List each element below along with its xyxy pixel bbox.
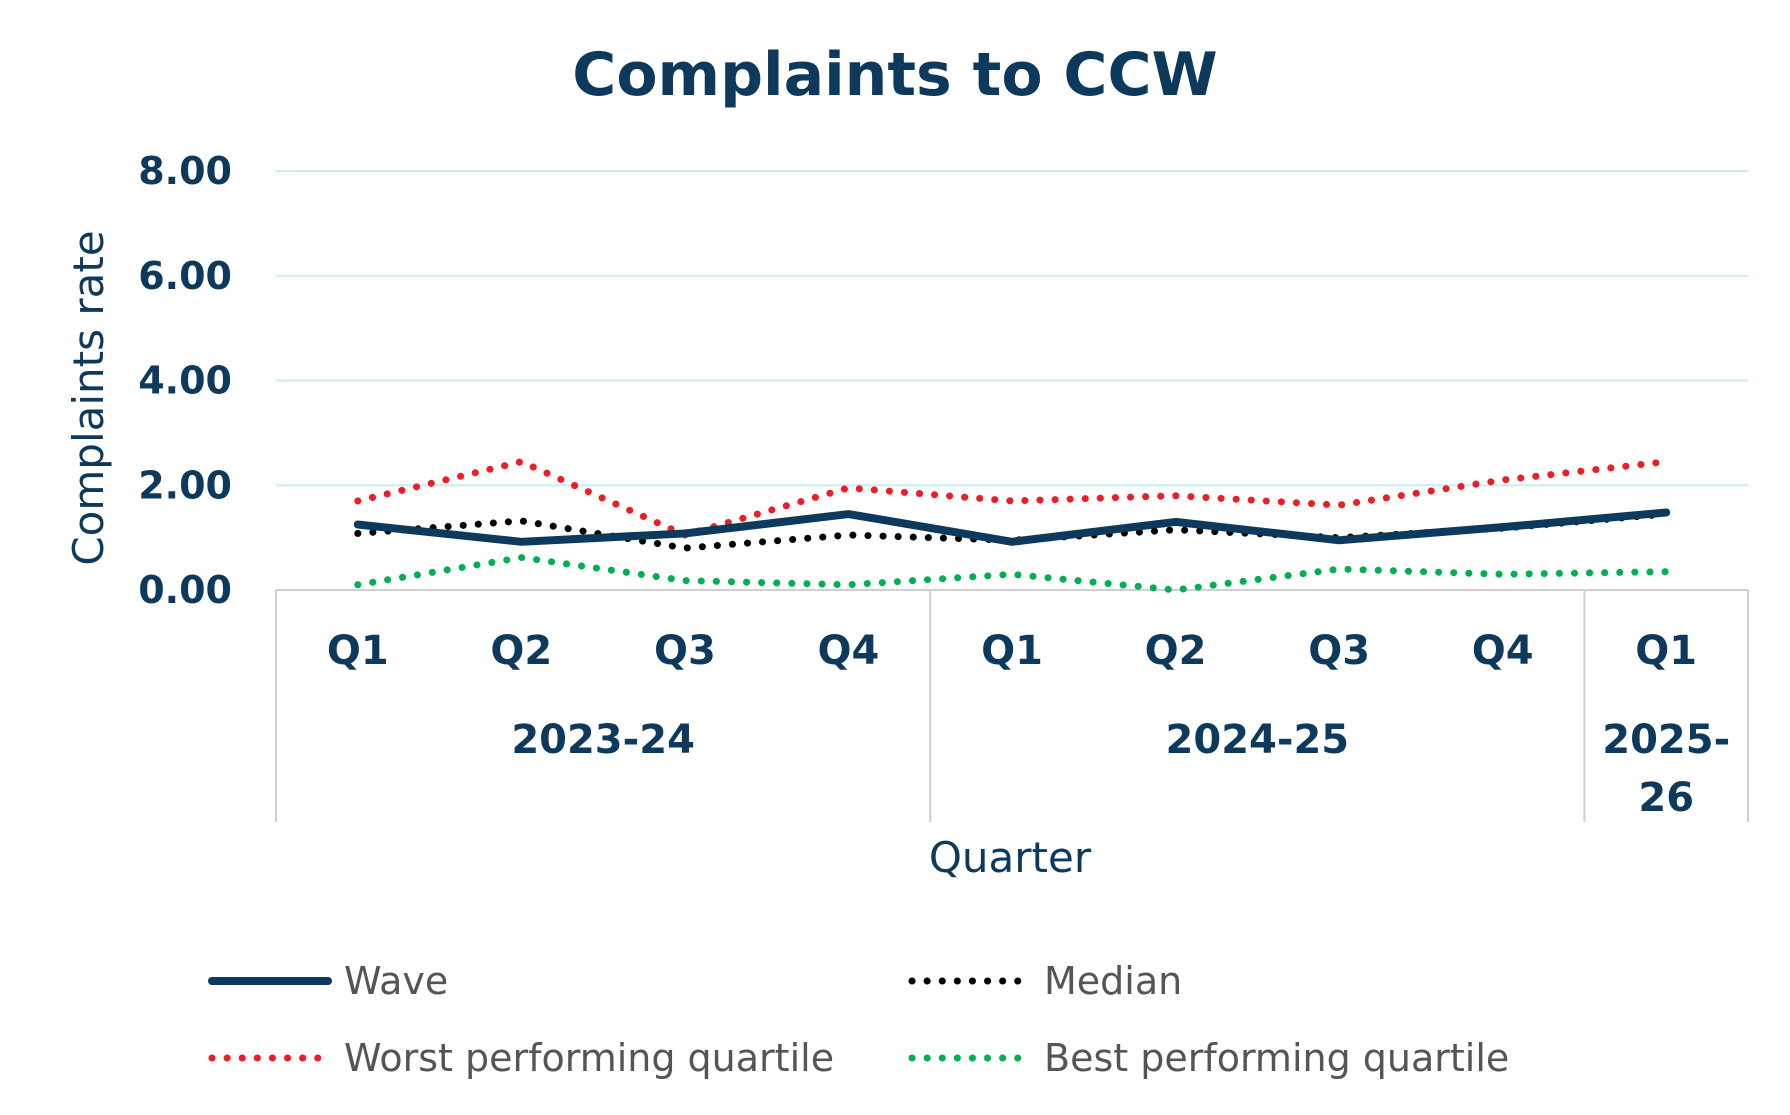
x-tick-label: Q1 [1635,628,1697,674]
x-tick-label: Q4 [818,628,880,674]
x-axis: Q1 Q2 Q3 Q4 Q1 Q2 Q3 Q4 Q1 2023-24 2024-25 2025-26 [275,589,1749,822]
group-label: 2023-24 [511,717,695,763]
y-tick-label: 4.00 [138,359,232,403]
y-tick-label: 8.00 [138,149,232,193]
gridlines [276,170,1748,487]
x-tick-label: Q4 [1472,628,1534,674]
group-label: 2024-25 [1166,717,1350,763]
y-tick-label: 6.00 [138,254,232,298]
x-tick-label: Q2 [490,628,552,674]
legend-label: Best performing quartile [1044,1036,1509,1080]
x-tick-label: Q2 [1145,628,1207,674]
y-axis-ticks: 0.00 2.00 4.00 6.00 8.00 [138,149,232,612]
x-tick-label: Q1 [981,628,1043,674]
x-tick-label: Q1 [327,628,389,674]
series-line-best-performing-quartile [354,554,1670,594]
x-axis-label: Quarter [929,833,1092,882]
series-lines [353,458,1671,594]
legend: Wave Median Worst performing quartile Best … [208,959,1509,1080]
y-tick-label: 0.00 [138,568,232,612]
legend-label: Worst performing quartile [344,1036,834,1080]
x-tick-label: Q3 [1308,628,1370,674]
legend-label: Wave [344,959,448,1003]
x-tick-label: Q3 [654,628,716,674]
y-tick-label: 2.00 [138,463,232,507]
y-axis-label: Complaints rate [64,230,113,565]
chart-title: Complaints to CCW [572,40,1217,110]
group-label: 2025-26 [1602,717,1730,821]
legend-label: Median [1044,959,1182,1003]
